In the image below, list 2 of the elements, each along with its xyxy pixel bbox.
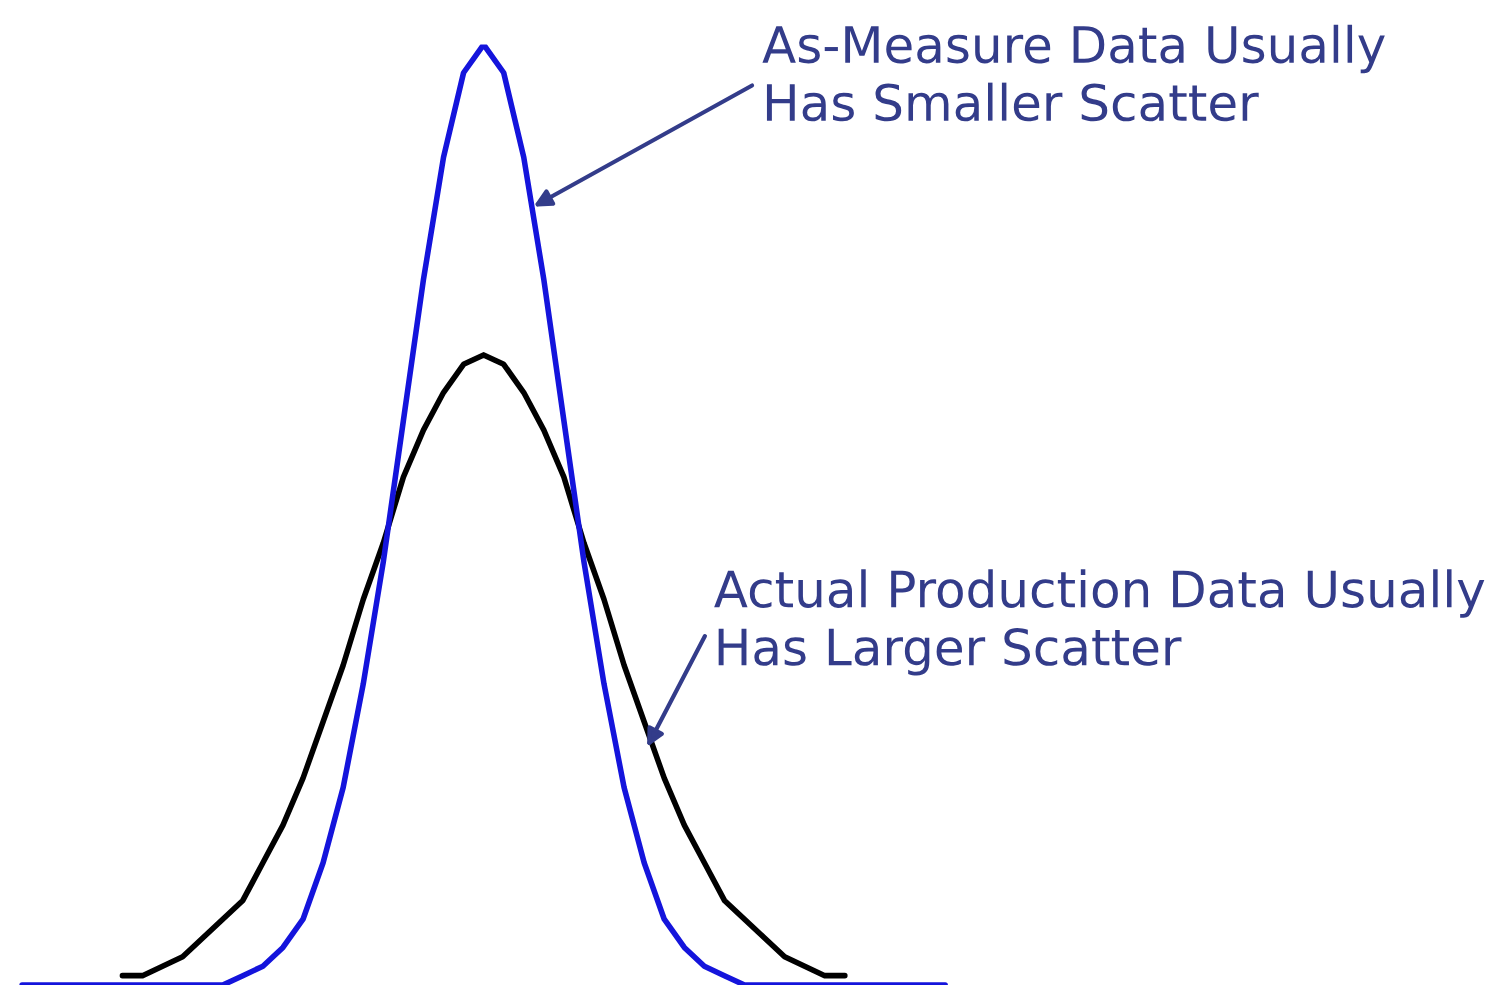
- annotation: As-Measure Data Usually Has Smaller Scatter: [762, 24, 1385, 122]
- annotation: Actual Production Data Usually Has Larger Scatter: [714, 569, 1485, 676]
